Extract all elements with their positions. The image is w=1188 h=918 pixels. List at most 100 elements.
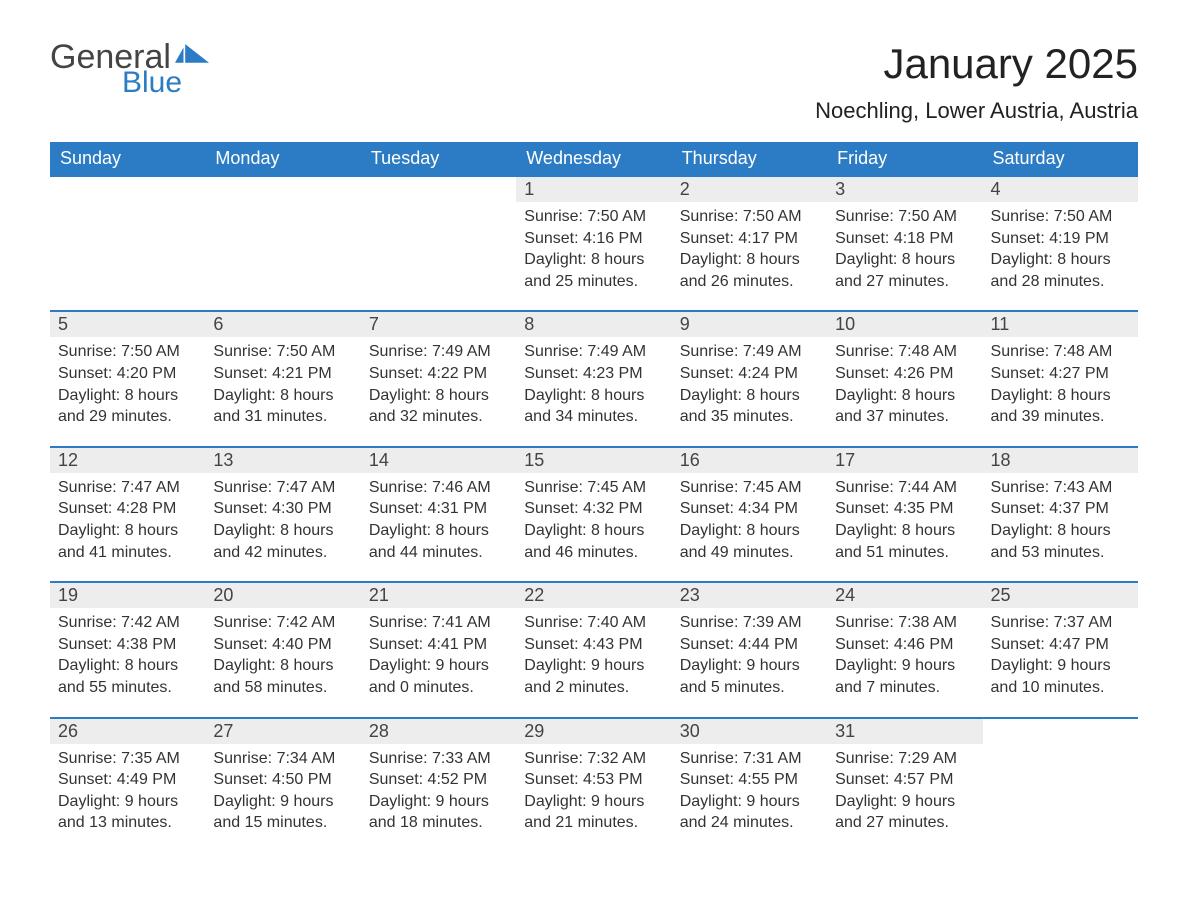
day-content-row: Sunrise: 7:47 AM Sunset: 4:28 PM Daylight:…	[50, 473, 1138, 582]
sunset-line: Sunset: 4:44 PM	[680, 634, 819, 656]
daylight-line-2: and 53 minutes.	[991, 542, 1130, 564]
day-number-blank	[983, 718, 1138, 744]
daylight-line-2: and 28 minutes.	[991, 271, 1130, 293]
daylight-line-2: and 21 minutes.	[524, 812, 663, 834]
day-cell: Sunrise: 7:44 AMSunset: 4:35 PMDaylight:…	[827, 473, 982, 582]
weekday-header: Friday	[827, 142, 982, 176]
day-number: 10	[827, 311, 982, 337]
day-number: 11	[983, 311, 1138, 337]
daylight-line-2: and 7 minutes.	[835, 677, 974, 699]
day-cell: Sunrise: 7:29 AMSunset: 4:57 PMDaylight:…	[827, 744, 982, 852]
daylight-line-1: Daylight: 8 hours	[835, 385, 974, 407]
day-cell-blank	[50, 202, 205, 311]
daylight-line-1: Daylight: 8 hours	[524, 520, 663, 542]
day-cell: Sunrise: 7:46 AMSunset: 4:31 PMDaylight:…	[361, 473, 516, 582]
daylight-line-2: and 0 minutes.	[369, 677, 508, 699]
day-cell-blank	[205, 202, 360, 311]
weekday-header-row: Sunday Monday Tuesday Wednesday Thursday…	[50, 142, 1138, 176]
daylight-line-2: and 37 minutes.	[835, 406, 974, 428]
daylight-line-1: Daylight: 8 hours	[680, 249, 819, 271]
daylight-line-2: and 46 minutes.	[524, 542, 663, 564]
day-cell: Sunrise: 7:42 AMSunset: 4:38 PMDaylight:…	[50, 608, 205, 717]
daylight-line-1: Daylight: 8 hours	[58, 385, 197, 407]
daylight-line-1: Daylight: 9 hours	[991, 655, 1130, 677]
sunset-line: Sunset: 4:23 PM	[524, 363, 663, 385]
sunset-line: Sunset: 4:22 PM	[369, 363, 508, 385]
weekday-header: Thursday	[672, 142, 827, 176]
sunrise-line: Sunrise: 7:33 AM	[369, 748, 508, 770]
day-cell: Sunrise: 7:33 AMSunset: 4:52 PMDaylight:…	[361, 744, 516, 852]
daylight-line-1: Daylight: 8 hours	[991, 520, 1130, 542]
sunrise-line: Sunrise: 7:37 AM	[991, 612, 1130, 634]
day-number-row: 19202122232425	[50, 582, 1138, 608]
sunrise-line: Sunrise: 7:48 AM	[835, 341, 974, 363]
daylight-line-1: Daylight: 8 hours	[213, 385, 352, 407]
daylight-line-2: and 24 minutes.	[680, 812, 819, 834]
sunrise-line: Sunrise: 7:49 AM	[524, 341, 663, 363]
day-number: 19	[50, 582, 205, 608]
sunrise-line: Sunrise: 7:42 AM	[213, 612, 352, 634]
daylight-line-2: and 27 minutes.	[835, 812, 974, 834]
day-number: 14	[361, 447, 516, 473]
day-cell: Sunrise: 7:47 AMSunset: 4:28 PMDaylight:…	[50, 473, 205, 582]
day-number: 17	[827, 447, 982, 473]
sunrise-line: Sunrise: 7:50 AM	[213, 341, 352, 363]
sunrise-line: Sunrise: 7:50 AM	[991, 206, 1130, 228]
sunrise-line: Sunrise: 7:39 AM	[680, 612, 819, 634]
day-number: 7	[361, 311, 516, 337]
day-cell: Sunrise: 7:50 AMSunset: 4:16 PMDaylight:…	[516, 202, 671, 311]
daylight-line-2: and 34 minutes.	[524, 406, 663, 428]
day-number: 21	[361, 582, 516, 608]
weekday-header: Tuesday	[361, 142, 516, 176]
brand-word-2: Blue	[122, 68, 209, 98]
day-number-row: 567891011	[50, 311, 1138, 337]
sunrise-line: Sunrise: 7:40 AM	[524, 612, 663, 634]
sunset-line: Sunset: 4:47 PM	[991, 634, 1130, 656]
daylight-line-1: Daylight: 8 hours	[213, 655, 352, 677]
day-number-row: 1234	[50, 176, 1138, 202]
day-cell: Sunrise: 7:48 AMSunset: 4:27 PMDaylight:…	[983, 337, 1138, 446]
sunset-line: Sunset: 4:20 PM	[58, 363, 197, 385]
day-number: 8	[516, 311, 671, 337]
day-cell: Sunrise: 7:49 AMSunset: 4:23 PMDaylight:…	[516, 337, 671, 446]
day-cell: Sunrise: 7:39 AMSunset: 4:44 PMDaylight:…	[672, 608, 827, 717]
day-content-row: Sunrise: 7:42 AMSunset: 4:38 PMDaylight:…	[50, 608, 1138, 717]
daylight-line-1: Daylight: 9 hours	[58, 791, 197, 813]
sunrise-line: Sunrise: 7:44 AM	[835, 477, 974, 499]
sunrise-line: Sunrise: 7:41 AM	[369, 612, 508, 634]
daylight-line-2: and 15 minutes.	[213, 812, 352, 834]
sunset-line: Sunset: 4:31 PM	[369, 498, 508, 520]
day-number-blank	[50, 176, 205, 202]
daylight-line-2: and 2 minutes.	[524, 677, 663, 699]
sunset-line: Sunset: 4:28 PM	[58, 498, 197, 520]
daylight-line-1: Daylight: 8 hours	[58, 655, 197, 677]
sunset-line: Sunset: 4:21 PM	[213, 363, 352, 385]
sunset-line: Sunset: 4:57 PM	[835, 769, 974, 791]
daylight-line-1: Daylight: 9 hours	[835, 791, 974, 813]
daylight-line-2: and 27 minutes.	[835, 271, 974, 293]
day-cell: Sunrise: 7:32 AMSunset: 4:53 PMDaylight:…	[516, 744, 671, 852]
daylight-line-2: and 51 minutes.	[835, 542, 974, 564]
sunrise-line: Sunrise: 7:45 AM	[680, 477, 819, 499]
day-content-row: Sunrise: 7:50 AMSunset: 4:20 PMDaylight:…	[50, 337, 1138, 446]
daylight-line-2: and 13 minutes.	[58, 812, 197, 834]
day-number: 12	[50, 447, 205, 473]
daylight-line-1: Daylight: 9 hours	[835, 655, 974, 677]
sunrise-line: Sunrise: 7:29 AM	[835, 748, 974, 770]
sunset-line: Sunset: 4:19 PM	[991, 228, 1130, 250]
sunrise-line: Sunrise: 7:35 AM	[58, 748, 197, 770]
day-cell: Sunrise: 7:47 AMSunset: 4:30 PMDaylight:…	[205, 473, 360, 582]
daylight-line-2: and 5 minutes.	[680, 677, 819, 699]
daylight-line-1: Daylight: 8 hours	[213, 520, 352, 542]
daylight-line-2: and 35 minutes.	[680, 406, 819, 428]
day-cell: Sunrise: 7:49 AMSunset: 4:24 PMDaylight:…	[672, 337, 827, 446]
day-cell: Sunrise: 7:49 AMSunset: 4:22 PMDaylight:…	[361, 337, 516, 446]
sunrise-line: Sunrise: 7:47 AM	[213, 477, 352, 499]
day-cell: Sunrise: 7:45 AMSunset: 4:34 PMDaylight:…	[672, 473, 827, 582]
day-number: 9	[672, 311, 827, 337]
sunset-line: Sunset: 4:17 PM	[680, 228, 819, 250]
day-number: 29	[516, 718, 671, 744]
daylight-line-2: and 44 minutes.	[369, 542, 508, 564]
sunrise-line: Sunrise: 7:43 AM	[991, 477, 1130, 499]
day-number: 3	[827, 176, 982, 202]
